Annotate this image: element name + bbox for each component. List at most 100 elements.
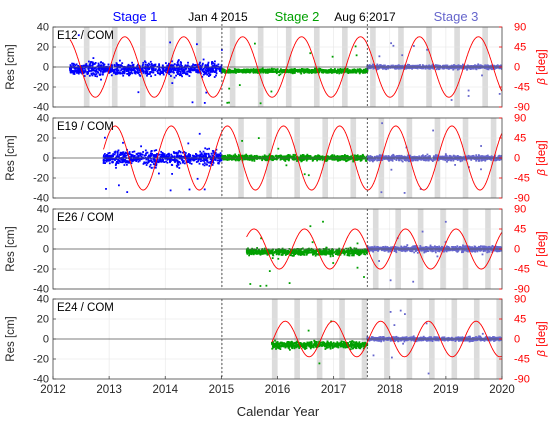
- residual-point: [84, 69, 87, 72]
- residual-point: [428, 64, 430, 67]
- residual-point: [246, 158, 249, 161]
- residual-point: [127, 63, 130, 66]
- residual-point: [126, 191, 129, 193]
- residual-point: [147, 62, 150, 65]
- residual-point: [183, 160, 185, 162]
- residual-point: [132, 67, 135, 70]
- residual-point: [161, 70, 164, 73]
- residual-point: [437, 67, 440, 69]
- residual-point: [127, 70, 130, 73]
- residual-point: [103, 70, 106, 73]
- residual-point: [122, 74, 125, 77]
- residual-point: [431, 65, 434, 67]
- residual-point: [179, 162, 182, 165]
- residual-point: [366, 70, 369, 73]
- residual-point: [162, 152, 164, 155]
- residual-point: [422, 158, 425, 161]
- residual-point: [140, 155, 143, 158]
- residual-point: [204, 156, 206, 158]
- residual-point: [193, 68, 195, 71]
- residual-point: [167, 153, 169, 156]
- residual-point: [206, 66, 209, 69]
- residual-point: [358, 68, 360, 71]
- residual-point: [121, 65, 123, 68]
- residual-point: [378, 55, 381, 58]
- residual-point: [162, 160, 164, 163]
- residual-point: [179, 151, 182, 154]
- residual-point: [182, 70, 185, 73]
- residual-point: [218, 160, 221, 163]
- residual-point: [126, 163, 128, 166]
- residual-point: [155, 161, 158, 163]
- residual-point: [327, 71, 330, 74]
- residual-point: [301, 68, 303, 70]
- residual-point: [480, 159, 483, 162]
- residual-point: [198, 132, 201, 135]
- residual-point: [353, 70, 356, 73]
- residual-point: [169, 161, 171, 164]
- residual-point: [94, 73, 96, 76]
- residual-point: [127, 73, 129, 75]
- residual-point: [385, 68, 388, 71]
- residual-point: [471, 67, 473, 70]
- residual-point: [178, 167, 181, 169]
- residual-point: [146, 151, 148, 154]
- residual-point: [458, 67, 461, 69]
- residual-point: [423, 155, 426, 158]
- residual-point: [221, 155, 224, 157]
- residual-point: [125, 69, 127, 71]
- residual-point: [203, 153, 206, 155]
- residual-point: [309, 71, 312, 74]
- residual-point: [250, 158, 252, 161]
- residual-point: [309, 155, 311, 157]
- residual-point: [200, 160, 202, 162]
- residual-point: [318, 155, 320, 158]
- residual-point: [354, 158, 356, 160]
- residual-point: [203, 164, 206, 167]
- residual-point: [130, 69, 133, 72]
- residual-point: [176, 71, 178, 74]
- residual-point: [107, 158, 110, 160]
- residual-point: [219, 66, 221, 69]
- residual-point: [115, 155, 118, 158]
- residual-point: [146, 74, 148, 77]
- residual-point: [180, 154, 182, 157]
- residual-point: [146, 72, 148, 75]
- residual-point: [107, 159, 110, 162]
- residual-point: [411, 67, 413, 70]
- residual-point: [116, 63, 119, 66]
- residual-point: [207, 154, 210, 156]
- residual-point: [380, 191, 383, 194]
- residual-point: [104, 68, 106, 71]
- residual-point: [89, 63, 91, 66]
- residual-point: [187, 61, 189, 64]
- residual-point: [166, 155, 169, 158]
- residual-point: [146, 162, 149, 165]
- residual-point: [332, 69, 334, 72]
- residual-point: [130, 67, 133, 70]
- residual-point: [121, 158, 123, 161]
- residual-point: [205, 91, 208, 94]
- residual-point: [308, 156, 310, 159]
- residual-point: [181, 69, 183, 72]
- residual-point: [342, 70, 345, 72]
- residual-point: [228, 158, 230, 161]
- residual-point: [280, 154, 283, 157]
- residual-point: [500, 68, 502, 70]
- residual-point: [276, 69, 278, 72]
- residual-point: [369, 155, 372, 157]
- residual-point: [498, 158, 500, 161]
- residual-point: [278, 71, 281, 73]
- residual-point: [349, 156, 351, 158]
- residual-point: [77, 67, 79, 70]
- residual-point: [403, 192, 406, 194]
- residual-point: [430, 158, 432, 160]
- residual-point: [145, 164, 148, 166]
- residual-point: [151, 69, 153, 72]
- residual-point: [326, 70, 329, 73]
- residual-point: [137, 63, 139, 66]
- residual-point: [163, 155, 165, 158]
- residual-point: [198, 156, 201, 158]
- residual-point: [202, 73, 205, 76]
- residual-point: [176, 70, 179, 73]
